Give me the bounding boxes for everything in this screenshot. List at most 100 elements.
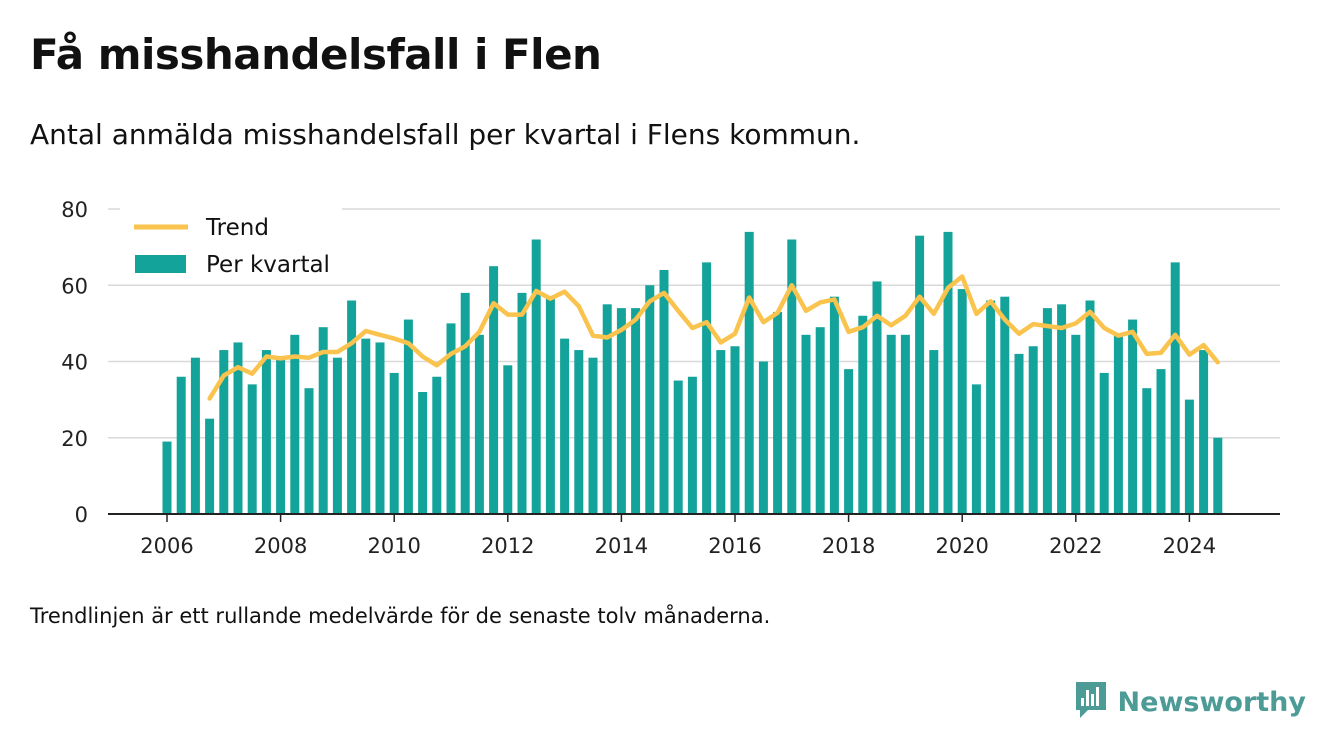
bar bbox=[602, 304, 612, 514]
bar bbox=[1213, 437, 1223, 514]
x-tick-label: 2018 bbox=[822, 534, 875, 558]
chart-title: Få misshandelsfall i Flen bbox=[30, 30, 602, 79]
legend-bar-swatch bbox=[135, 255, 186, 273]
bar bbox=[233, 342, 243, 514]
bar bbox=[205, 418, 215, 514]
bar bbox=[276, 357, 286, 514]
x-tick-label: 2008 bbox=[254, 534, 307, 558]
bar bbox=[1071, 334, 1081, 514]
bar bbox=[957, 289, 967, 514]
x-tick-label: 2022 bbox=[1049, 534, 1102, 558]
x-tick-label: 2024 bbox=[1163, 534, 1216, 558]
bar bbox=[659, 270, 669, 514]
bar bbox=[1170, 262, 1180, 514]
bar bbox=[332, 357, 342, 514]
bar bbox=[787, 239, 797, 514]
brand: Newsworthy bbox=[1074, 680, 1306, 724]
bar bbox=[162, 441, 172, 514]
x-tick-label: 2010 bbox=[367, 534, 420, 558]
x-tick-label: 2020 bbox=[935, 534, 988, 558]
bar bbox=[858, 315, 868, 514]
bar bbox=[531, 239, 541, 514]
bar bbox=[1199, 350, 1209, 514]
bar bbox=[489, 266, 499, 514]
bar bbox=[943, 231, 953, 514]
x-tick-label: 2016 bbox=[708, 534, 761, 558]
bar bbox=[1099, 372, 1109, 514]
trend-line bbox=[207, 274, 1221, 401]
bar bbox=[219, 350, 229, 514]
bar bbox=[1085, 300, 1095, 514]
bar bbox=[971, 384, 981, 514]
bar bbox=[560, 338, 570, 514]
bar bbox=[872, 281, 882, 514]
chart: 0 20 40 60 80 2006 2008 2010 2012 2014 2016 2018 202… bbox=[61, 198, 1280, 558]
bar bbox=[631, 308, 641, 514]
bar bbox=[1014, 353, 1024, 514]
bar bbox=[773, 311, 783, 514]
legend-trend-label: Trend bbox=[205, 215, 269, 241]
bar bbox=[432, 376, 442, 514]
bar bbox=[616, 308, 626, 514]
bar bbox=[730, 346, 740, 514]
bar bbox=[1113, 334, 1123, 514]
y-tick-label: 20 bbox=[61, 427, 88, 451]
legend: Trend Per kvartal bbox=[120, 206, 342, 284]
bar bbox=[687, 376, 697, 514]
axes: 0 20 40 60 80 2006 2008 2010 2012 2014 2016 2018 202… bbox=[61, 198, 1280, 558]
y-tick-label: 80 bbox=[61, 198, 88, 222]
bar bbox=[1128, 319, 1138, 514]
bar bbox=[673, 380, 683, 514]
bar bbox=[986, 300, 996, 514]
bar bbox=[446, 323, 456, 514]
bar bbox=[1057, 304, 1067, 514]
bar bbox=[588, 357, 598, 514]
bar bbox=[545, 296, 555, 514]
newsworthy-logo-icon bbox=[1074, 680, 1108, 724]
bar bbox=[1156, 369, 1166, 514]
bar bbox=[318, 327, 328, 514]
bar bbox=[190, 357, 200, 514]
x-tick-label: 2014 bbox=[595, 534, 648, 558]
bar bbox=[915, 235, 925, 514]
bar bbox=[744, 231, 754, 514]
bar bbox=[1000, 296, 1010, 514]
bar bbox=[418, 392, 428, 514]
bar bbox=[702, 262, 712, 514]
bar bbox=[801, 334, 811, 514]
bar bbox=[1028, 346, 1038, 514]
bar bbox=[929, 350, 939, 514]
bar bbox=[829, 296, 839, 514]
trend-series bbox=[207, 274, 1221, 401]
y-tick-label: 60 bbox=[61, 274, 88, 298]
y-tick-label: 40 bbox=[61, 351, 88, 375]
bar bbox=[716, 350, 726, 514]
bar bbox=[517, 292, 527, 514]
bar bbox=[176, 376, 186, 514]
bar bbox=[403, 319, 413, 514]
bar bbox=[261, 350, 271, 514]
y-tick-label: 0 bbox=[75, 503, 88, 527]
bar-series bbox=[162, 231, 1223, 514]
brand-name: Newsworthy bbox=[1117, 686, 1306, 718]
bar bbox=[844, 369, 854, 514]
bar bbox=[290, 334, 300, 514]
bar bbox=[758, 361, 768, 514]
footnote: Trendlinjen är ett rullande medelvärde f… bbox=[30, 604, 771, 628]
bar bbox=[815, 327, 825, 514]
bar bbox=[347, 300, 357, 514]
bar bbox=[645, 285, 655, 514]
legend-bar-label: Per kvartal bbox=[206, 252, 330, 278]
bar bbox=[574, 350, 584, 514]
x-tick-label: 2012 bbox=[481, 534, 534, 558]
bar bbox=[304, 388, 314, 514]
bar bbox=[886, 334, 896, 514]
bar bbox=[361, 338, 371, 514]
bar bbox=[1142, 388, 1152, 514]
bar bbox=[900, 334, 910, 514]
bar bbox=[375, 342, 385, 514]
bar bbox=[503, 365, 513, 514]
bar bbox=[1184, 399, 1194, 514]
bar bbox=[460, 292, 470, 514]
bar bbox=[247, 384, 257, 514]
